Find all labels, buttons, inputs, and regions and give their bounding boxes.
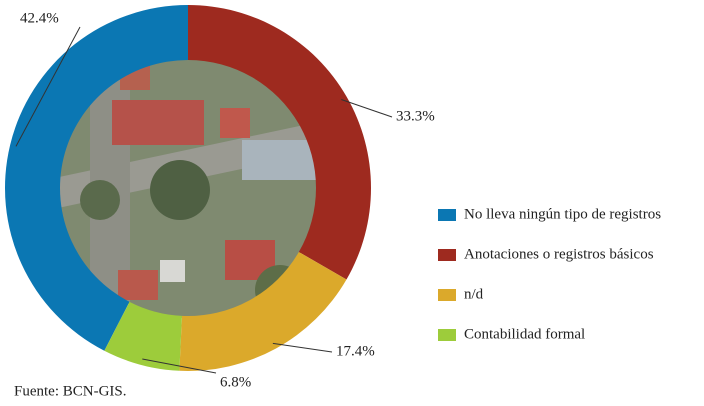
legend-swatch xyxy=(438,249,456,261)
legend-label: n/d xyxy=(464,286,484,302)
legend-label: Anotaciones o registros básicos xyxy=(464,246,654,262)
donut-segment xyxy=(4,5,188,351)
aerial-photo xyxy=(58,58,318,318)
source: Fuente: BCN-GIS. xyxy=(14,383,127,399)
leader-line xyxy=(272,342,333,353)
legend-swatch xyxy=(438,289,456,301)
data-label: 17.4% xyxy=(336,343,375,359)
legend-swatch xyxy=(438,329,456,341)
leader-line xyxy=(142,358,217,374)
legend-label: No lleva ningún tipo de registros xyxy=(464,206,661,222)
data-label: 6.8% xyxy=(220,374,251,390)
data-label: 42.4% xyxy=(20,10,59,26)
donut-segment xyxy=(104,301,182,371)
leader-line xyxy=(341,99,393,118)
leader-line xyxy=(15,26,81,147)
data-label: 33.3% xyxy=(396,108,435,124)
legend-label: Contabilidad formal xyxy=(464,326,585,342)
donut-segment xyxy=(179,252,347,372)
donut-segment xyxy=(188,5,371,280)
legend-swatch xyxy=(438,209,456,221)
